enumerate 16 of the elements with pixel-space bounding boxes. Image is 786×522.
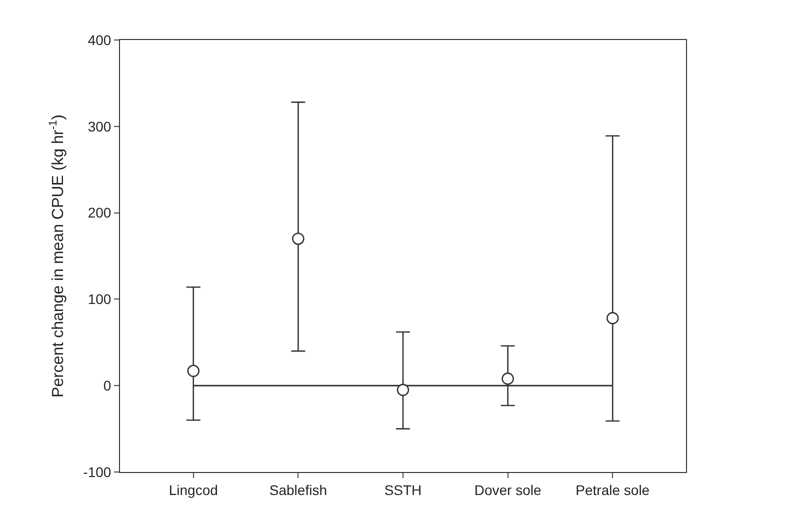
y-tick-label: 200 xyxy=(88,204,112,221)
x-tick-label: Lingcod xyxy=(168,482,218,498)
y-tick-label: 0 xyxy=(103,378,112,394)
x-tick-label: Sablefish xyxy=(269,482,327,498)
point xyxy=(502,372,514,385)
point xyxy=(606,312,619,324)
y-tick-label: -100 xyxy=(83,464,112,480)
y-tick-label: 300 xyxy=(88,118,112,134)
x-tick-label: Dover sole xyxy=(474,482,542,498)
y-tick-label: 100 xyxy=(88,291,112,308)
x-tick-label: SSTH xyxy=(384,482,422,498)
point xyxy=(292,232,304,245)
x-tick-label: Petrale sole xyxy=(576,482,650,498)
y-tick-label: 400 xyxy=(88,32,112,48)
point xyxy=(396,384,410,396)
point xyxy=(187,364,200,378)
